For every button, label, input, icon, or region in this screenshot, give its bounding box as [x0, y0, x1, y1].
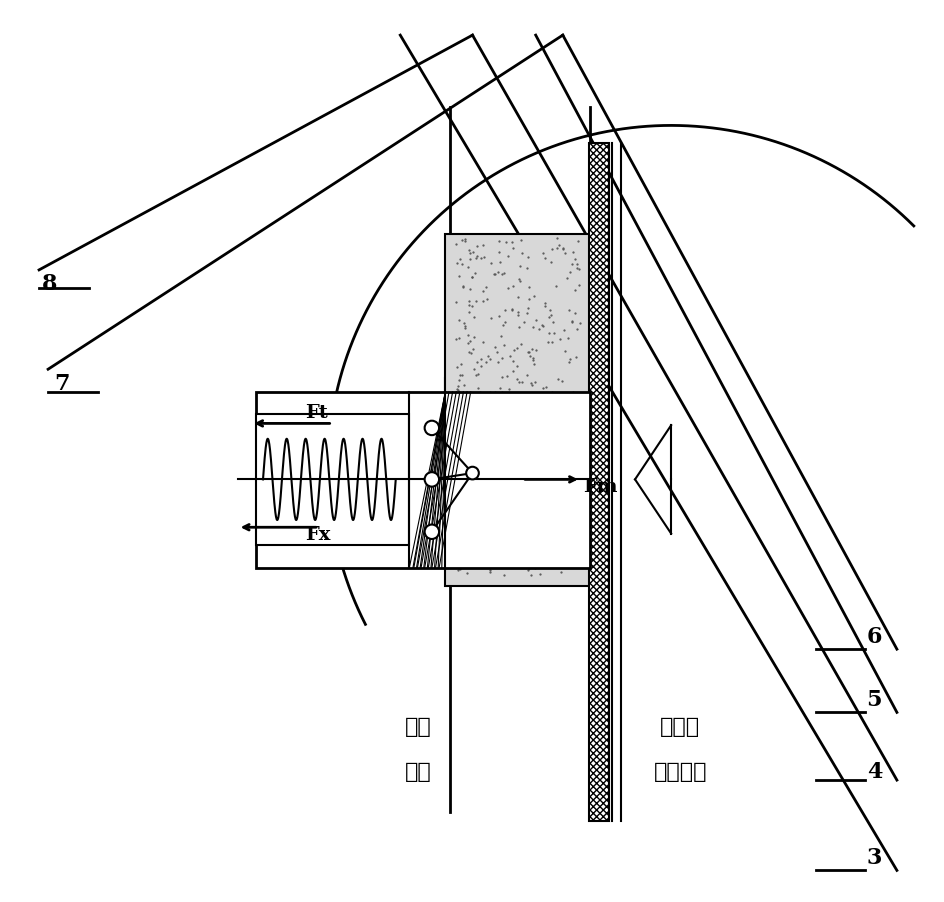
Bar — [256, 415, 409, 546]
Bar — [588, 144, 608, 821]
Text: 8: 8 — [42, 273, 58, 295]
Text: 5: 5 — [866, 688, 881, 710]
Text: Fx: Fx — [305, 525, 330, 543]
Text: 3: 3 — [866, 846, 881, 868]
Bar — [445, 379, 589, 586]
Text: 4: 4 — [866, 760, 881, 782]
Text: 位置: 位置 — [405, 761, 431, 781]
Bar — [445, 235, 589, 433]
Text: 7: 7 — [54, 373, 69, 394]
Text: Fm: Fm — [583, 477, 617, 495]
Circle shape — [424, 525, 439, 539]
Circle shape — [424, 473, 439, 487]
Text: 6: 6 — [866, 625, 881, 647]
Circle shape — [424, 421, 439, 436]
Circle shape — [465, 467, 479, 480]
Bar — [256, 392, 589, 568]
Text: 极限位置: 极限位置 — [652, 761, 706, 781]
Text: 弱磁通: 弱磁通 — [660, 716, 700, 736]
Text: Ft: Ft — [305, 403, 328, 421]
Text: 初始: 初始 — [405, 716, 431, 736]
